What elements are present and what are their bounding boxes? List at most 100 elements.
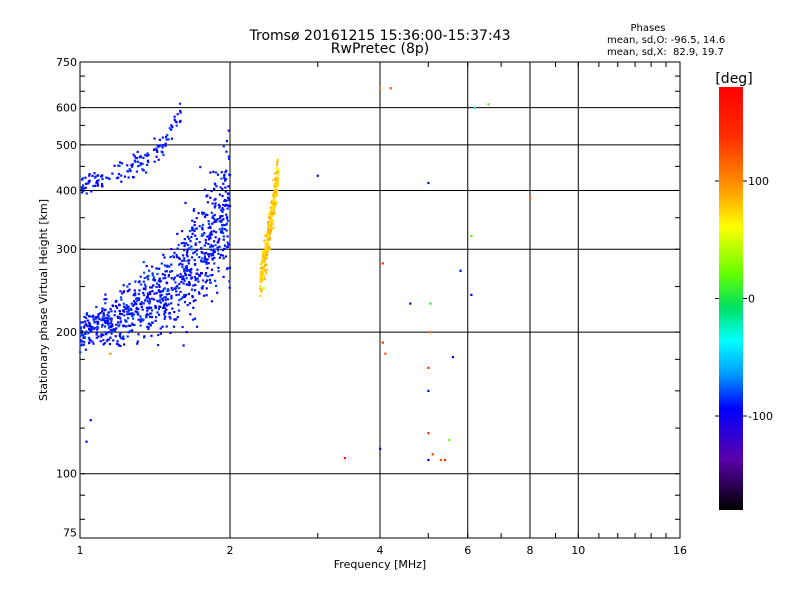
- o-mode-point: [162, 154, 164, 156]
- colorbar-tick-label: 100: [748, 175, 769, 188]
- scatter-point: [427, 367, 429, 369]
- o-mode-point: [95, 182, 97, 184]
- o-mode-point: [182, 254, 184, 256]
- o-mode-point: [161, 262, 163, 264]
- o-mode-point: [157, 334, 159, 336]
- o-mode-point: [194, 224, 196, 226]
- scatter-point: [390, 87, 392, 89]
- x-mode-point: [275, 179, 277, 181]
- o-mode-point: [208, 262, 210, 264]
- o-mode-point: [104, 325, 106, 327]
- o-mode-point: [201, 233, 203, 235]
- o-mode-point: [140, 303, 142, 305]
- o-mode-point: [191, 256, 193, 258]
- o-mode-point: [155, 320, 157, 322]
- o-mode-point: [170, 297, 172, 299]
- o-mode-point: [102, 334, 104, 336]
- x-mode-point: [269, 217, 271, 219]
- o-mode-point: [154, 161, 156, 163]
- o-mode-point: [135, 310, 137, 312]
- o-mode-point: [223, 200, 225, 202]
- o-mode-point: [170, 295, 172, 297]
- o-mode-point: [178, 310, 180, 312]
- o-mode-point: [210, 234, 212, 236]
- o-mode-point: [179, 111, 181, 113]
- o-mode-point: [171, 287, 173, 289]
- x-mode-point: [262, 273, 264, 275]
- o-mode-point: [150, 324, 152, 326]
- o-mode-point: [123, 290, 125, 292]
- o-mode-point: [210, 190, 212, 192]
- o-mode-point: [86, 192, 88, 194]
- o-mode-point: [176, 233, 178, 235]
- o-mode-point: [121, 162, 123, 164]
- o-mode-point: [226, 140, 228, 142]
- o-mode-point: [104, 342, 106, 344]
- x-mode-point: [270, 211, 272, 213]
- o-mode-point: [207, 253, 209, 255]
- o-mode-point: [159, 296, 161, 298]
- o-mode-point: [205, 195, 207, 197]
- o-mode-point: [173, 252, 175, 254]
- scatter-point: [427, 432, 429, 434]
- y-tick-label: 400: [56, 184, 77, 197]
- o-mode-point: [204, 259, 206, 261]
- o-mode-point: [180, 273, 182, 275]
- o-mode-point: [192, 233, 194, 235]
- o-mode-point: [168, 266, 170, 268]
- o-mode-point: [107, 319, 109, 321]
- o-mode-point: [220, 254, 222, 256]
- o-mode-point: [156, 292, 158, 294]
- o-mode-point: [127, 306, 129, 308]
- x-mode-point: [274, 173, 276, 175]
- o-mode-point: [130, 308, 132, 310]
- o-mode-point: [227, 241, 229, 243]
- o-mode-point: [158, 301, 160, 303]
- o-mode-point: [212, 215, 214, 217]
- o-mode-point: [214, 280, 216, 282]
- o-mode-point: [84, 320, 86, 322]
- o-mode-point: [221, 171, 223, 173]
- o-mode-point: [214, 244, 216, 246]
- scatter-point: [448, 439, 450, 441]
- x-mode-point: [260, 275, 262, 277]
- o-mode-point: [198, 293, 200, 295]
- x-mode-point: [274, 189, 276, 191]
- o-mode-point: [160, 302, 162, 304]
- o-mode-point: [118, 173, 120, 175]
- o-mode-point: [184, 238, 186, 240]
- y-tick-label: 200: [56, 326, 77, 339]
- y-tick-label: 600: [56, 102, 77, 115]
- o-mode-point: [88, 315, 90, 317]
- o-mode-point: [209, 172, 211, 174]
- o-mode-point: [119, 316, 121, 318]
- o-mode-point: [120, 337, 122, 339]
- o-mode-point: [211, 300, 213, 302]
- o-mode-point: [110, 322, 112, 324]
- o-mode-point: [128, 176, 130, 178]
- o-mode-point: [215, 285, 217, 287]
- o-mode-point: [140, 283, 142, 285]
- o-mode-point: [209, 246, 211, 248]
- o-mode-point: [165, 304, 167, 306]
- phase-stats: Phases mean, sd,O: -96.5, 14.6 mean, sd,…: [607, 23, 725, 58]
- o-mode-point: [183, 245, 185, 247]
- o-mode-point: [196, 269, 198, 271]
- o-mode-point: [204, 216, 206, 218]
- o-mode-point: [222, 224, 224, 226]
- o-mode-point: [226, 217, 228, 219]
- x-mode-point: [265, 247, 267, 249]
- o-mode-point: [201, 261, 203, 263]
- o-mode-point: [120, 299, 122, 301]
- x-mode-point: [263, 287, 265, 289]
- o-mode-point: [164, 274, 166, 276]
- o-mode-point: [176, 256, 178, 258]
- o-mode-point: [115, 327, 117, 329]
- o-mode-point: [152, 284, 154, 286]
- o-mode-point: [210, 282, 212, 284]
- o-mode-point: [110, 329, 112, 331]
- o-mode-point: [151, 309, 153, 311]
- scatter-point: [90, 419, 92, 421]
- o-mode-point: [213, 188, 215, 190]
